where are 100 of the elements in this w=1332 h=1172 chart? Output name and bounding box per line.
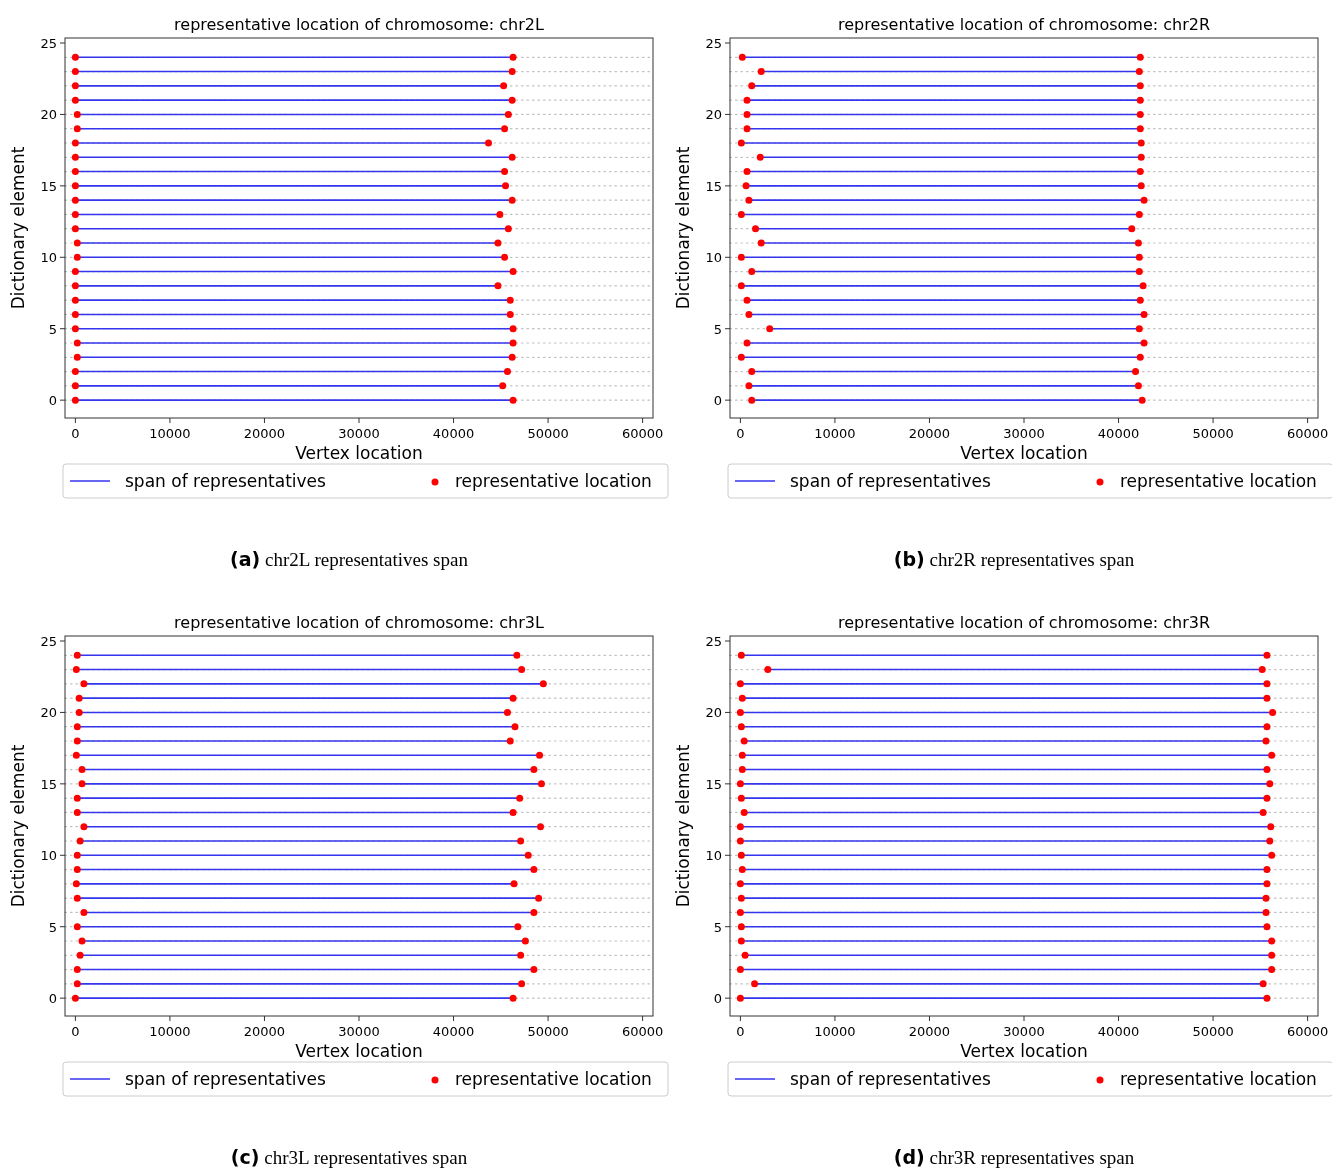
point [743,339,751,347]
point [503,368,511,376]
point [743,296,751,304]
point [71,68,79,76]
legend-label: representative location [1120,471,1317,491]
x-tick-label: 40000 [1097,1024,1140,1039]
point [1137,153,1145,161]
point [1263,866,1271,874]
point [517,837,525,845]
x-tick-label: 20000 [908,426,951,441]
point [78,766,86,774]
x-tick-label: 30000 [1003,1024,1045,1039]
point [1266,780,1274,788]
x-tick-label: 60000 [621,1024,664,1039]
point [537,780,545,788]
point [508,353,516,361]
point [740,808,748,816]
x-tick-label: 10000 [814,426,856,441]
point [71,210,79,218]
y-tick-label: 25 [40,36,57,51]
point [738,766,746,774]
point [518,666,526,674]
text: (d) chr3R representatives span [893,1146,1135,1168]
point [73,923,81,931]
point [71,196,79,204]
point [1135,68,1143,76]
point [752,225,760,233]
point [1259,808,1267,816]
point [736,994,744,1002]
point [501,168,509,176]
point [1263,694,1271,702]
point [73,980,81,988]
point [737,723,745,731]
point [736,908,744,916]
x-tick-label: 50000 [527,426,569,441]
legend-label: representative location [1120,1069,1317,1089]
point [71,96,79,104]
point [502,182,510,190]
point [1268,966,1276,974]
point [1262,908,1270,916]
point [71,368,79,376]
x-tick-label: 0 [71,426,80,441]
point [530,966,538,974]
point [485,139,493,147]
point [736,780,744,788]
point [1135,325,1143,333]
point [511,723,519,731]
x-tick-label: 40000 [432,1024,475,1039]
point [501,253,509,261]
point [509,268,517,276]
x-tick-label: 10000 [149,1024,191,1039]
x-tick-label: 0 [736,426,745,441]
point [504,225,512,233]
point [766,325,774,333]
y-tick-label: 10 [40,250,57,266]
point [1136,125,1144,133]
point [1132,368,1140,376]
y-tick-label: 0 [48,991,57,1007]
point [521,937,529,945]
y-tick-label: 15 [40,178,57,194]
y-tick-label: 0 [713,393,722,409]
y-axis-title: Dictionary element [673,146,693,310]
y-axis-title: Dictionary element [8,744,28,908]
point [1134,239,1142,247]
point [1135,268,1143,276]
point [500,82,508,90]
x-tick-label: 50000 [1192,426,1234,441]
x-tick-label: 50000 [527,1024,569,1039]
point [71,325,79,333]
point [514,923,522,931]
point [736,708,744,716]
point [1262,894,1270,902]
point [73,808,81,816]
point [509,994,517,1002]
point [1268,951,1276,959]
point [71,53,79,61]
point [737,937,745,945]
point [736,880,744,888]
point [748,396,756,404]
point [748,268,756,276]
point [509,694,517,702]
text: (b) chr2R representatives span [893,548,1135,570]
y-tick-label: 0 [48,393,57,409]
point [737,894,745,902]
point [73,966,81,974]
y-tick-label: 20 [705,705,722,721]
point [1269,708,1277,716]
point [73,353,81,361]
point [73,794,81,802]
point [736,966,744,974]
y-tick-label: 10 [705,848,722,864]
point [757,68,765,76]
point [73,239,81,247]
point [71,139,79,147]
point [1128,225,1136,233]
point [80,823,88,831]
x-axis-title: Vertex location [960,1041,1088,1061]
point [1262,737,1270,745]
point [1259,980,1267,988]
point [524,851,532,859]
